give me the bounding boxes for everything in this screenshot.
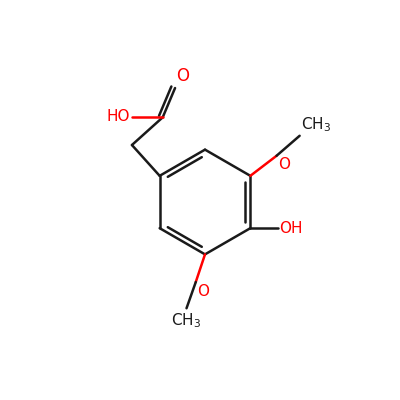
Text: CH$_3$: CH$_3$ bbox=[301, 116, 331, 134]
Text: CH$_3$: CH$_3$ bbox=[172, 311, 202, 330]
Text: OH: OH bbox=[280, 221, 303, 236]
Text: HO: HO bbox=[107, 110, 130, 124]
Text: O: O bbox=[197, 284, 209, 299]
Text: O: O bbox=[176, 67, 190, 85]
Text: O: O bbox=[278, 157, 290, 172]
